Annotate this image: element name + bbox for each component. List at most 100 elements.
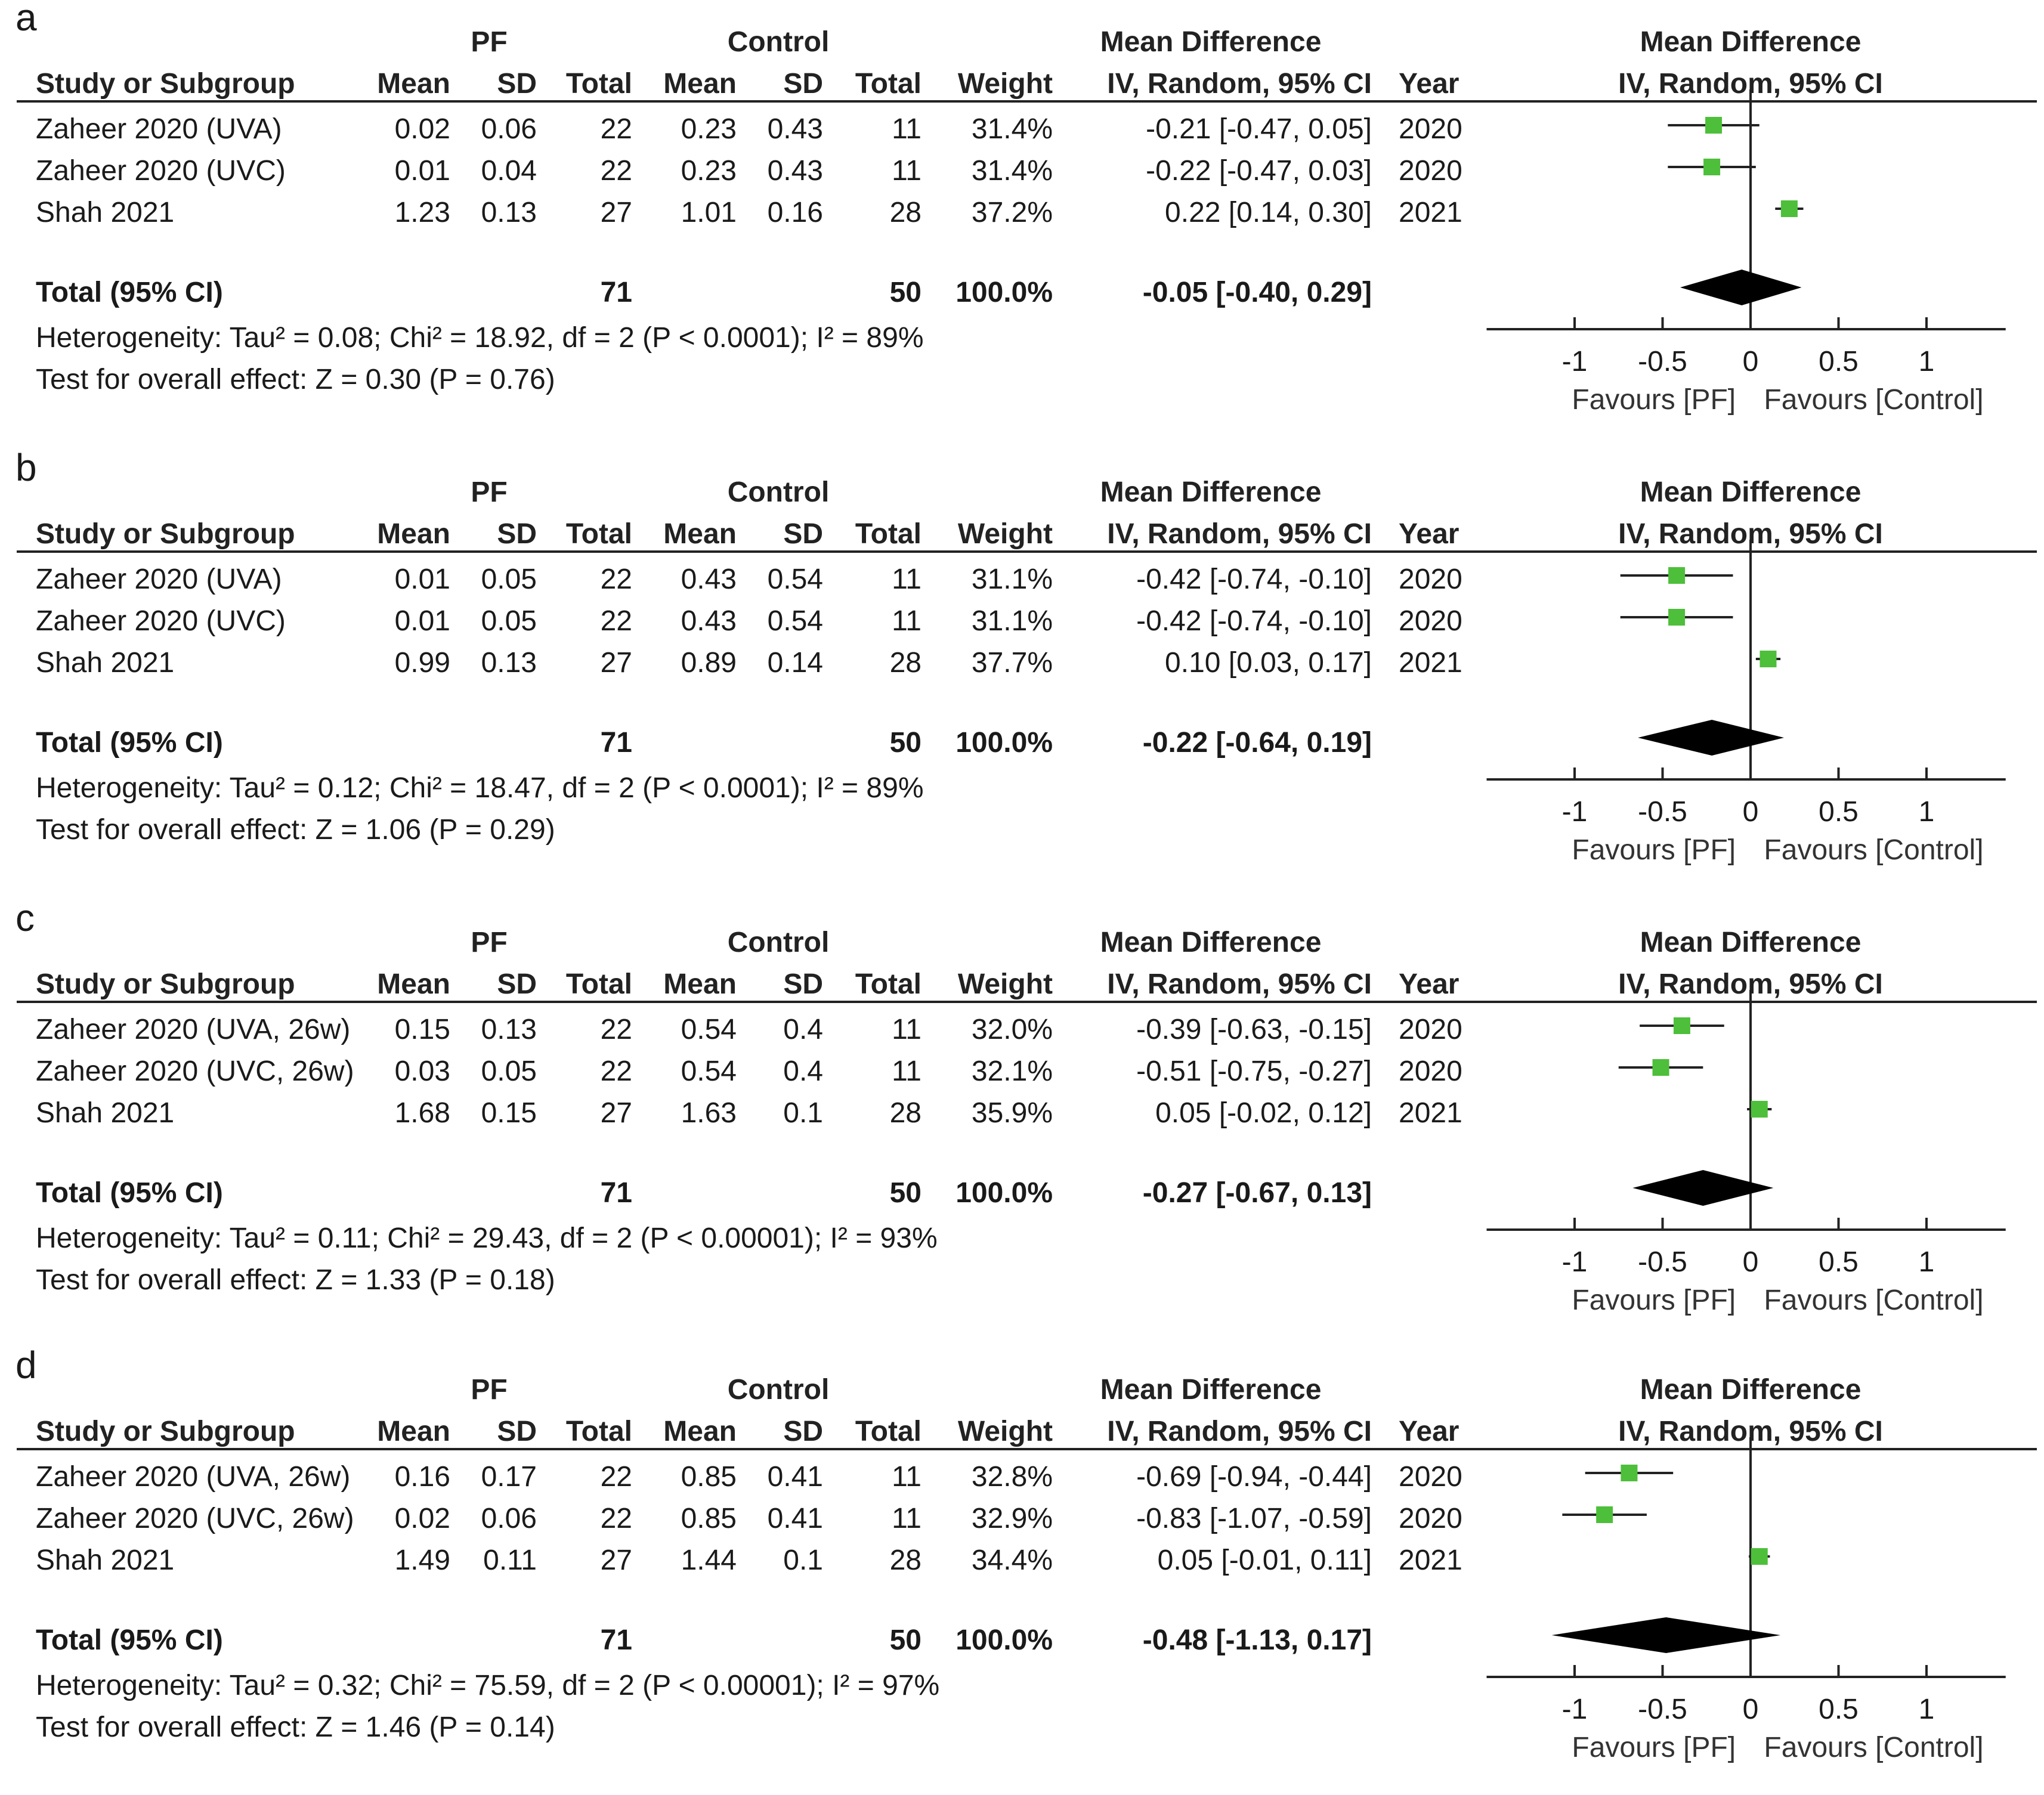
heterogeneity-text: Heterogeneity: Tau² = 0.11; Chi² = 29.43… [36,1223,938,1254]
col-header-ci: IV, Random, 95% CI [1107,968,1372,1000]
pf-sd-cell: 0.06 [481,113,537,145]
col-header-weight: Weight [957,968,1053,1000]
pf-mean-cell: 0.01 [394,605,450,637]
control-sd-cell: 0.4 [783,1014,823,1045]
total-pf-count: 71 [600,277,632,308]
total-ci: -0.05 [-0.40, 0.29] [1142,277,1372,308]
total-pf-count: 71 [600,1624,632,1656]
pf-mean-cell: 0.99 [394,647,450,679]
total-ci: -0.22 [-0.64, 0.19] [1142,727,1372,759]
study-name: Zaheer 2020 (UVC, 26w) [36,1503,354,1534]
effect-square [1751,1101,1768,1118]
pf-total-cell: 22 [600,1461,632,1493]
col-header-ci: IV, Random, 95% CI [1107,518,1372,550]
x-tick-label: -0.5 [1638,796,1687,828]
control-total-cell: 28 [889,197,921,228]
col-header-pf-mean: Mean [377,518,450,550]
forest-plot-b: -1 -0.5 0 0.5 1 Favours [PF] Favours [Control] [1486,540,2006,866]
pooled-diamond [1551,1617,1781,1653]
control-mean-cell: 0.54 [681,1056,737,1087]
col-header-pf-mean: Mean [377,968,450,1000]
total-pf-count: 71 [600,1177,632,1209]
col-header-control-mean: Mean [663,68,737,100]
pf-total-cell: 22 [600,113,632,145]
pf-total-cell: 22 [600,1056,632,1087]
group-header-mean-difference: Mean Difference [1100,26,1322,58]
col-header-pf-total: Total [565,1416,632,1447]
col-header-pf-sd: SD [497,68,537,100]
heterogeneity-text: Heterogeneity: Tau² = 0.32; Chi² = 75.59… [36,1670,940,1701]
favours-left-label: Favours [PF] [1572,1732,1736,1763]
col-header-pf-mean: Mean [377,1416,450,1447]
overall-effect-text: Test for overall effect: Z = 1.46 (P = 0… [36,1712,555,1743]
x-tick-label: 0.5 [1819,346,1859,377]
effect-square [1596,1506,1613,1523]
control-total-cell: 11 [892,1056,921,1087]
year-cell: 2020 [1399,1503,1462,1534]
x-tick-label: 1 [1919,1246,1935,1278]
control-mean-cell: 1.44 [681,1545,737,1576]
control-total-cell: 11 [892,564,921,595]
control-mean-cell: 0.23 [681,113,737,145]
pf-mean-cell: 0.16 [394,1461,450,1493]
effect-square [1751,1548,1768,1565]
group-header-mean-difference: Mean Difference [1100,927,1322,958]
panel-letter: a [16,0,37,39]
col-header-pf-total: Total [565,968,632,1000]
pf-sd-cell: 0.13 [481,197,537,228]
header-rule [17,1448,2037,1450]
year-cell: 2021 [1399,197,1462,228]
pf-mean-cell: 1.68 [394,1097,450,1129]
col-header-year: Year [1399,518,1459,550]
total-weight: 100.0% [955,1624,1053,1656]
col-header-weight: Weight [957,1416,1053,1447]
study-name: Zaheer 2020 (UVA, 26w) [36,1461,351,1493]
pooled-diamond [1680,270,1802,305]
effect-square [1652,1059,1669,1076]
pf-total-cell: 22 [600,564,632,595]
effect-square [1668,567,1686,584]
control-sd-cell: 0.14 [767,647,823,679]
header-rule [17,1001,2037,1003]
group-header-pf: PF [471,927,508,958]
weight-cell: 32.9% [971,1503,1053,1534]
x-tick-label: 0.5 [1819,1246,1859,1278]
total-control-count: 50 [889,1624,921,1656]
control-total-cell: 11 [892,1503,921,1534]
x-tick-label: 1 [1919,1694,1935,1725]
control-total-cell: 28 [889,647,921,679]
ci-cell: -0.42 [-0.74, -0.10] [1136,564,1372,595]
pf-sd-cell: 0.17 [481,1461,537,1493]
col-header-study: Study or Subgroup [36,68,295,100]
group-header-control: Control [727,1374,830,1406]
year-cell: 2021 [1399,1545,1462,1576]
header-rule [17,100,2037,103]
pf-sd-cell: 0.05 [481,564,537,595]
total-control-count: 50 [889,1177,921,1209]
study-name: Zaheer 2020 (UVA, 26w) [36,1014,351,1045]
total-ci: -0.48 [-1.13, 0.17] [1142,1624,1372,1656]
control-mean-cell: 0.43 [681,605,737,637]
control-sd-cell: 0.16 [767,197,823,228]
header-rule [17,550,2037,553]
pf-mean-cell: 1.23 [394,197,450,228]
group-header-mean-difference: Mean Difference [1100,476,1322,508]
weight-cell: 34.4% [971,1545,1053,1576]
group-header-pf: PF [471,1374,508,1406]
effect-square [1703,159,1721,175]
group-header-pf: PF [471,476,508,508]
effect-square [1705,117,1723,134]
favours-left-label: Favours [PF] [1572,384,1736,416]
heterogeneity-text: Heterogeneity: Tau² = 0.12; Chi² = 18.47… [36,772,924,804]
weight-cell: 31.1% [971,564,1053,595]
control-sd-cell: 0.41 [767,1461,823,1493]
study-name: Zaheer 2020 (UVC, 26w) [36,1056,354,1087]
control-sd-cell: 0.4 [783,1056,823,1087]
control-sd-cell: 0.43 [767,113,823,145]
total-weight: 100.0% [955,277,1053,308]
weight-cell: 32.0% [971,1014,1053,1045]
col-header-control-sd: SD [783,518,823,550]
control-sd-cell: 0.41 [767,1503,823,1534]
total-ci: -0.27 [-0.67, 0.13] [1142,1177,1372,1209]
col-header-pf-sd: SD [497,518,537,550]
